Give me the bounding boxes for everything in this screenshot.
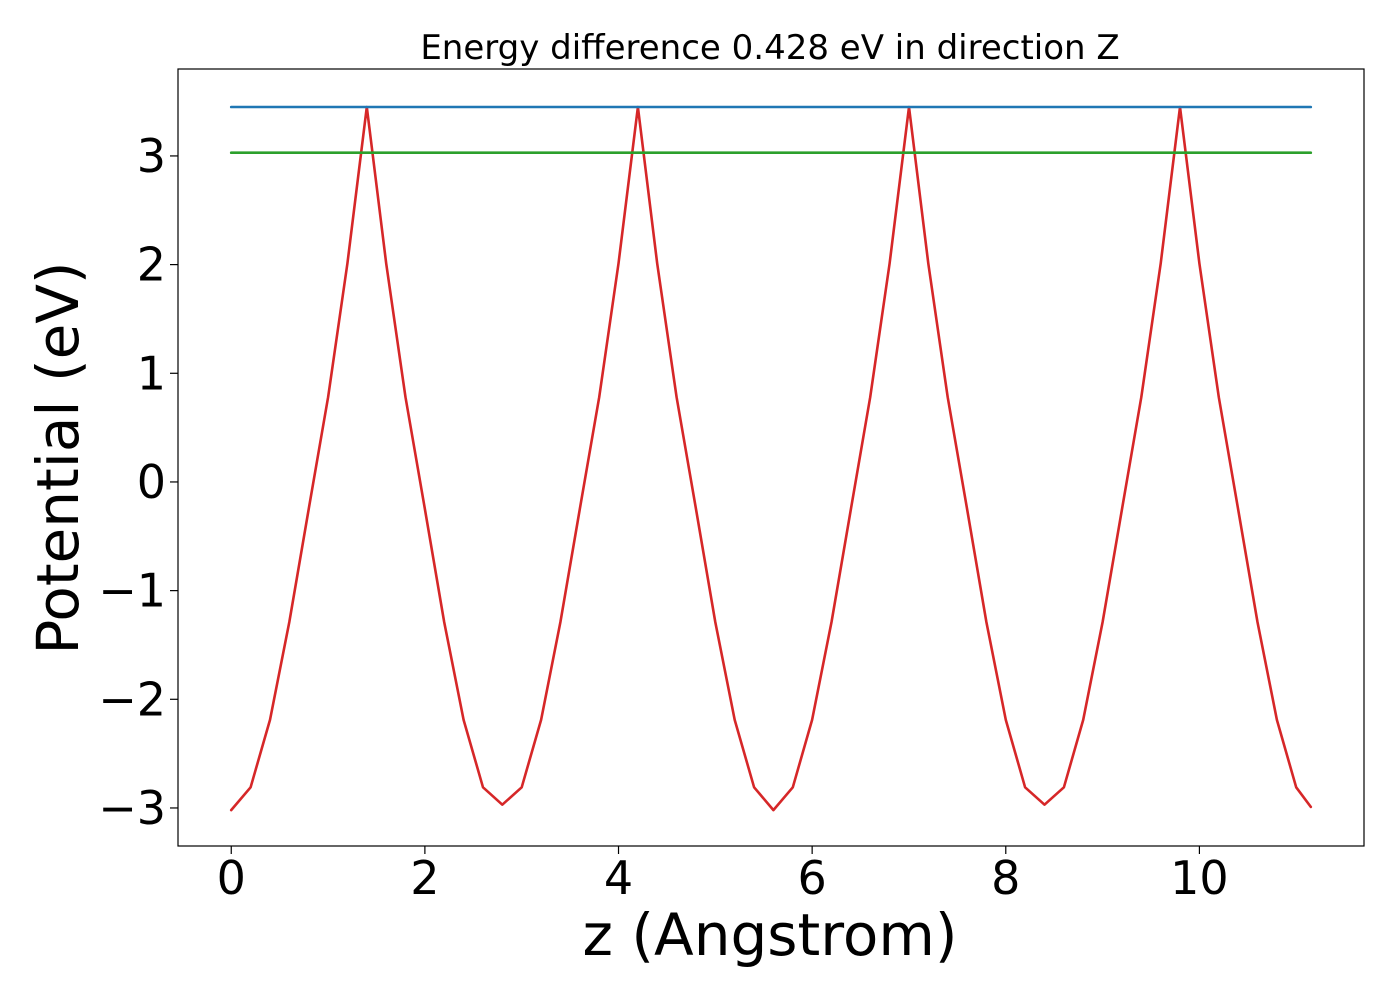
x-tick-label: 10	[1170, 851, 1229, 905]
axes-frame	[177, 68, 1365, 847]
plot-area: 0 2 4 6 8 10 −3 −2 −1 0 1 2 3	[98, 68, 1365, 905]
x-tick-label: 6	[798, 851, 827, 905]
chart-title: Energy difference 0.428 eV in direction …	[420, 28, 1119, 68]
y-tick-label: 0	[137, 455, 166, 509]
y-tick-label: −3	[98, 781, 166, 835]
x-tick-label: 0	[217, 851, 246, 905]
series-line-0	[229, 105, 1313, 812]
y-tick-label: −2	[98, 672, 166, 726]
x-tick-label: 2	[410, 851, 439, 905]
y-tick-label: 3	[137, 129, 166, 183]
y-tick-label: 2	[137, 238, 166, 292]
y-tick-label: −1	[98, 564, 166, 618]
x-axis-label: z (Angstrom)	[583, 901, 958, 969]
x-tick-label: 8	[991, 851, 1020, 905]
y-tick-label: 1	[137, 346, 166, 400]
y-axis-label: Potential (eV)	[24, 261, 92, 654]
x-tick-label: 4	[604, 851, 633, 905]
